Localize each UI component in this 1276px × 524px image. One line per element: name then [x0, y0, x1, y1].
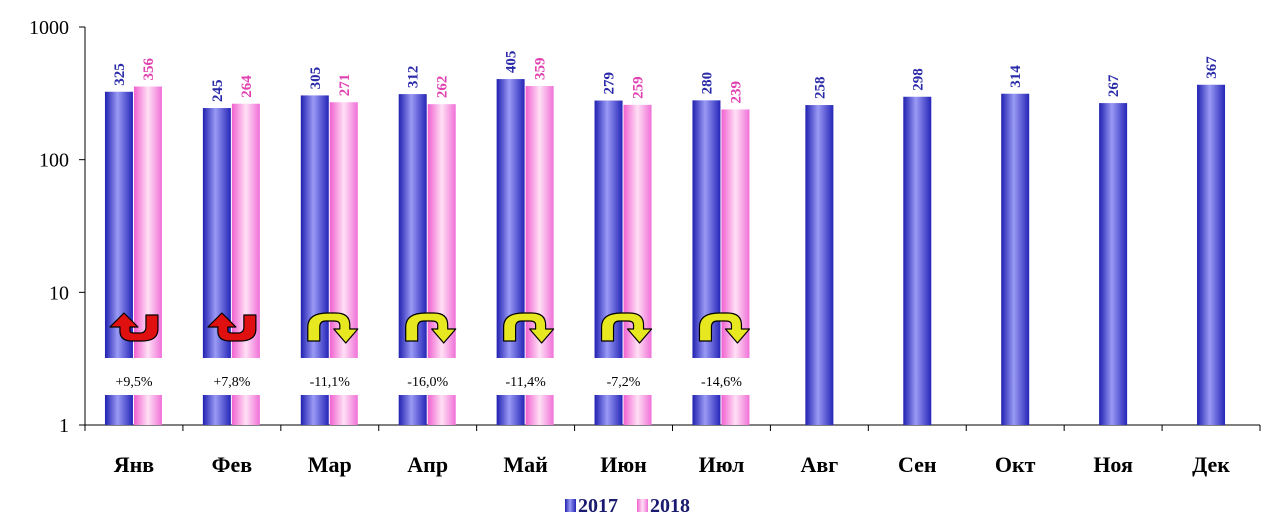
- data-label-2018: 271: [337, 74, 353, 97]
- x-tick-label: Авг: [800, 452, 838, 477]
- down-arrow-icon: [503, 312, 555, 344]
- annotation-band: [103, 358, 164, 395]
- annotation-band: [201, 358, 262, 395]
- annotation-band: [495, 358, 556, 395]
- legend-label-2018: 2018: [650, 495, 690, 517]
- x-tick-label: Сен: [898, 452, 937, 477]
- data-label-2017: 245: [210, 80, 226, 103]
- bars: [104, 79, 1226, 426]
- x-tick-label: Ноя: [1093, 452, 1133, 477]
- x-tick-label: Окт: [995, 452, 1036, 477]
- x-tick-label: Мар: [308, 452, 352, 477]
- legend: 2017 2018: [565, 495, 690, 517]
- annotations: +9,5% +7,8% -11,1% -16,0% -11,4% -7,2% -14,6%: [103, 312, 752, 395]
- bar-2017-Сен: [903, 96, 932, 426]
- data-label-2018: 356: [141, 58, 157, 81]
- x-tick-label: Июн: [600, 452, 647, 477]
- data-label-2017: 298: [910, 68, 926, 91]
- data-labels: 325 356 245 264 305 271 312 262 405 359 279 259 280 2…: [112, 51, 1220, 104]
- y-tick-label: 100: [39, 150, 69, 172]
- change-percent-label: -7,2%: [607, 375, 641, 390]
- bar-2017-Дек: [1197, 84, 1226, 425]
- annotation-band: [593, 358, 654, 395]
- x-tick-label: Июл: [699, 452, 745, 477]
- y-tick-label: 1: [59, 415, 69, 437]
- bar-2017-Окт: [1001, 93, 1030, 426]
- x-tick-label: Фев: [212, 452, 253, 477]
- data-label-2018: 262: [435, 76, 451, 99]
- axes: 1 10 100 1000 Янв Фев Мар Апр Май Июн Июл Авг Сен Окт…: [29, 17, 1261, 477]
- up-arrow-icon: [109, 312, 159, 342]
- data-label-2017: 279: [602, 72, 618, 95]
- data-label-2018: 264: [239, 75, 255, 98]
- data-label-2018: 259: [631, 76, 647, 99]
- change-percent-label: -11,4%: [505, 375, 546, 390]
- down-arrow-icon: [307, 312, 359, 344]
- bar-2017-Авг: [805, 105, 834, 426]
- y-tick-label: 1000: [29, 17, 69, 39]
- x-tick-label: Янв: [114, 452, 155, 477]
- down-arrow-icon: [405, 312, 457, 344]
- data-label-2017: 305: [308, 67, 324, 90]
- data-label-2017: 405: [504, 51, 520, 74]
- legend-swatch-2018: [637, 499, 648, 512]
- legend-swatch-2017: [565, 499, 576, 512]
- data-label-2017: 314: [1008, 65, 1024, 88]
- change-percent-label: +7,8%: [213, 375, 250, 390]
- up-arrow-icon: [207, 312, 257, 342]
- data-label-2017: 280: [699, 72, 715, 95]
- down-arrow-icon: [600, 312, 653, 344]
- annotation-band: [299, 358, 360, 395]
- data-label-2017: 325: [112, 63, 128, 86]
- x-tick-label: Дек: [1192, 452, 1230, 477]
- data-label-2018: 239: [728, 81, 744, 104]
- change-percent-label: -16,0%: [407, 375, 448, 390]
- legend-label-2017: 2017: [578, 495, 618, 517]
- change-percent-label: +9,5%: [115, 375, 152, 390]
- annotation-band: [691, 358, 752, 395]
- data-label-2017: 367: [1204, 56, 1220, 79]
- down-arrow-icon: [698, 312, 751, 344]
- x-tick-label: Апр: [407, 452, 448, 477]
- y-tick-label: 10: [49, 282, 69, 304]
- data-label-2018: 359: [533, 58, 549, 81]
- bar-2017-Ноя: [1099, 103, 1128, 426]
- annotation-band: [397, 358, 458, 395]
- change-percent-label: -11,1%: [310, 375, 351, 390]
- data-label-2017: 267: [1106, 74, 1122, 97]
- change-percent-label: -14,6%: [701, 375, 742, 390]
- data-label-2017: 258: [812, 77, 828, 100]
- x-tick-label: Май: [503, 452, 548, 477]
- data-label-2017: 312: [406, 66, 422, 89]
